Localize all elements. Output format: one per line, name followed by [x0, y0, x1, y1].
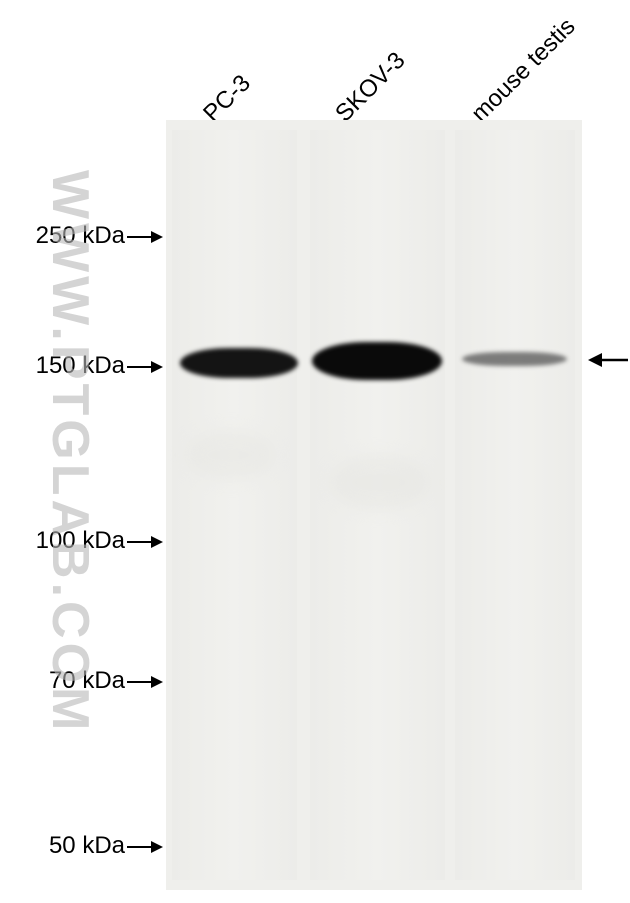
noise	[185, 430, 275, 480]
mw-label: 50 kDa	[25, 832, 125, 860]
lane-shade	[172, 130, 297, 880]
band	[462, 352, 567, 366]
arrow-right-icon	[127, 228, 163, 246]
blot-figure: PC-3 SKOV-3 mouse testis WWW.PTGLAB.COM …	[0, 0, 630, 903]
lane-label: mouse testis	[466, 13, 581, 128]
arrow-right-icon	[127, 673, 163, 691]
watermark: WWW.PTGLAB.COM	[40, 170, 100, 734]
band	[312, 342, 442, 380]
band	[180, 348, 298, 378]
noise	[330, 455, 430, 510]
lane-shade	[455, 130, 575, 880]
lane-label: SKOV-3	[330, 47, 411, 128]
arrow-right-icon	[127, 838, 163, 856]
arrow-right-icon	[127, 358, 163, 376]
arrow-left-icon	[586, 350, 628, 370]
arrow-right-icon	[127, 533, 163, 551]
